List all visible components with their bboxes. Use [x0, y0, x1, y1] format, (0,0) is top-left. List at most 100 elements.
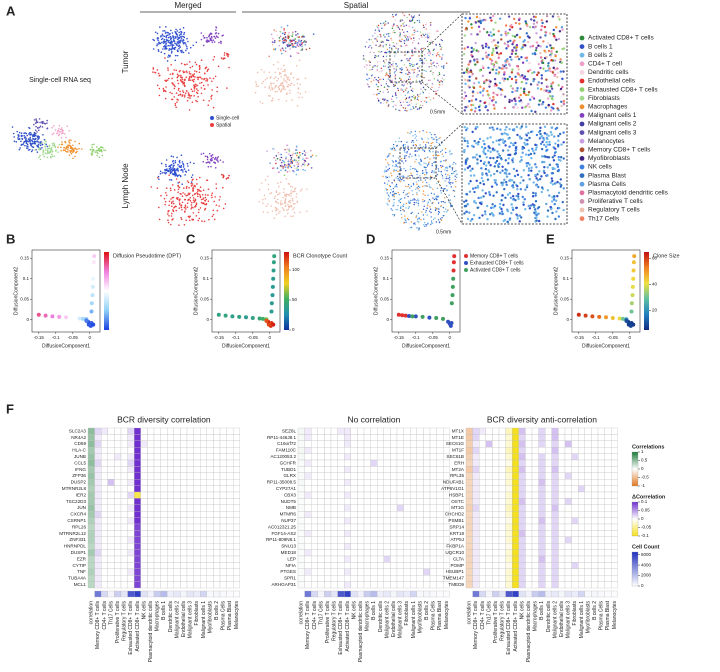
umap-dot [264, 86, 266, 88]
tissue-dot [428, 44, 429, 45]
umap-dot [174, 160, 176, 162]
zoom-dot [481, 146, 483, 148]
tissue-dot [380, 102, 381, 103]
zoom-dot [496, 52, 498, 54]
zoom-dot [512, 184, 514, 186]
tissue-dot [429, 158, 430, 159]
tissue-dot [407, 69, 408, 70]
tissue-dot [426, 210, 427, 211]
zoom-dot [560, 143, 562, 145]
heatmap-cell [95, 530, 102, 536]
zoom-dot [469, 170, 471, 172]
umap-dot [70, 151, 72, 153]
umap-dot [287, 25, 289, 27]
zoom-dot [510, 85, 512, 87]
heatmap-cell [147, 473, 154, 479]
umap-dot [186, 171, 188, 173]
gene-label: SEZ6L [282, 428, 296, 433]
zoom-dot [533, 97, 535, 99]
umap-dot [213, 214, 215, 216]
zoom-dot [465, 200, 467, 202]
zoom-dot [504, 219, 506, 221]
zoom-dot [498, 143, 500, 145]
umap-dot [286, 100, 288, 102]
count-cell [95, 591, 102, 597]
heatmap-cell [213, 575, 220, 581]
x-tick-label: 0 [449, 335, 452, 340]
legend-label: Th17 Cells [588, 215, 620, 222]
tissue-dot [412, 19, 413, 20]
heatmap-cell [167, 530, 174, 536]
gene-label: ZNF331 [69, 537, 86, 542]
tissue-dot [400, 202, 401, 203]
umap-dot [196, 64, 198, 66]
umap-dot [282, 71, 284, 73]
umap-dot [174, 42, 176, 44]
umap-dot [280, 169, 282, 171]
umap-dot [261, 182, 263, 184]
umap-dot [37, 145, 39, 147]
umap-dot [24, 141, 26, 143]
tissue-dot [410, 200, 411, 201]
zoom-dot [515, 195, 517, 197]
umap-dot [298, 157, 300, 159]
tissue-dot [380, 45, 381, 46]
tissue-dot [402, 89, 403, 90]
heatmap-cell [207, 428, 214, 434]
tissue-dot [401, 213, 402, 214]
heatmap-cell [194, 505, 201, 511]
umap-dot [164, 198, 166, 200]
umap-dot [75, 148, 77, 150]
heatmap-cell [227, 428, 234, 434]
legend-label: CD4+ T cell [588, 61, 622, 68]
heatmap-cell [128, 492, 135, 498]
gene-label: TUBA4A [68, 576, 87, 581]
zoom-dot [544, 34, 546, 36]
tissue-dot [438, 170, 439, 171]
umap-dot [92, 153, 94, 155]
tissue-dot [395, 95, 396, 96]
heatmap-cell [154, 550, 161, 556]
legend-label: Fibroblasts [588, 95, 621, 102]
zoom-dot [550, 55, 552, 57]
point [92, 269, 96, 273]
tissue-dot [406, 102, 407, 103]
umap-dot [282, 207, 284, 209]
tissue-dot [423, 142, 424, 143]
zoom-dot [514, 153, 516, 155]
umap-dot [201, 87, 203, 89]
umap-dot [286, 209, 288, 211]
tissue-dot [415, 202, 416, 203]
heatmap-cell [95, 434, 102, 440]
zoom-dot [480, 203, 482, 205]
heatmap-cell [121, 505, 128, 511]
tissue-dot [410, 57, 411, 58]
tissue-dot [434, 65, 435, 66]
umap-dot [211, 98, 213, 100]
tissue-dot [411, 96, 412, 97]
umap-dot [212, 42, 214, 44]
heatmap-cell [141, 569, 148, 575]
tissue-dot [426, 22, 427, 23]
tissue-dot [415, 137, 416, 138]
heatmap-cell [187, 530, 194, 536]
umap-dot [54, 147, 56, 149]
tissue-dot [420, 219, 421, 220]
heatmap-cell [108, 479, 115, 485]
scale-bar: 0.5mm [430, 109, 445, 115]
umap-dot [38, 157, 40, 159]
tissue-dot [405, 146, 406, 147]
legend-marker [580, 70, 585, 75]
umap-dot [172, 184, 174, 186]
umap-dot [50, 156, 52, 158]
zoom-dot [491, 126, 493, 128]
heatmap-cell [167, 556, 174, 562]
tissue-dot [441, 201, 442, 202]
tissue-dot [387, 198, 388, 199]
umap-dot [59, 125, 61, 127]
umap-dot [182, 195, 184, 197]
zoom-dot [506, 184, 508, 186]
umap-dot [182, 94, 184, 96]
heatmap-cell [207, 518, 214, 524]
umap-dot [286, 93, 288, 95]
